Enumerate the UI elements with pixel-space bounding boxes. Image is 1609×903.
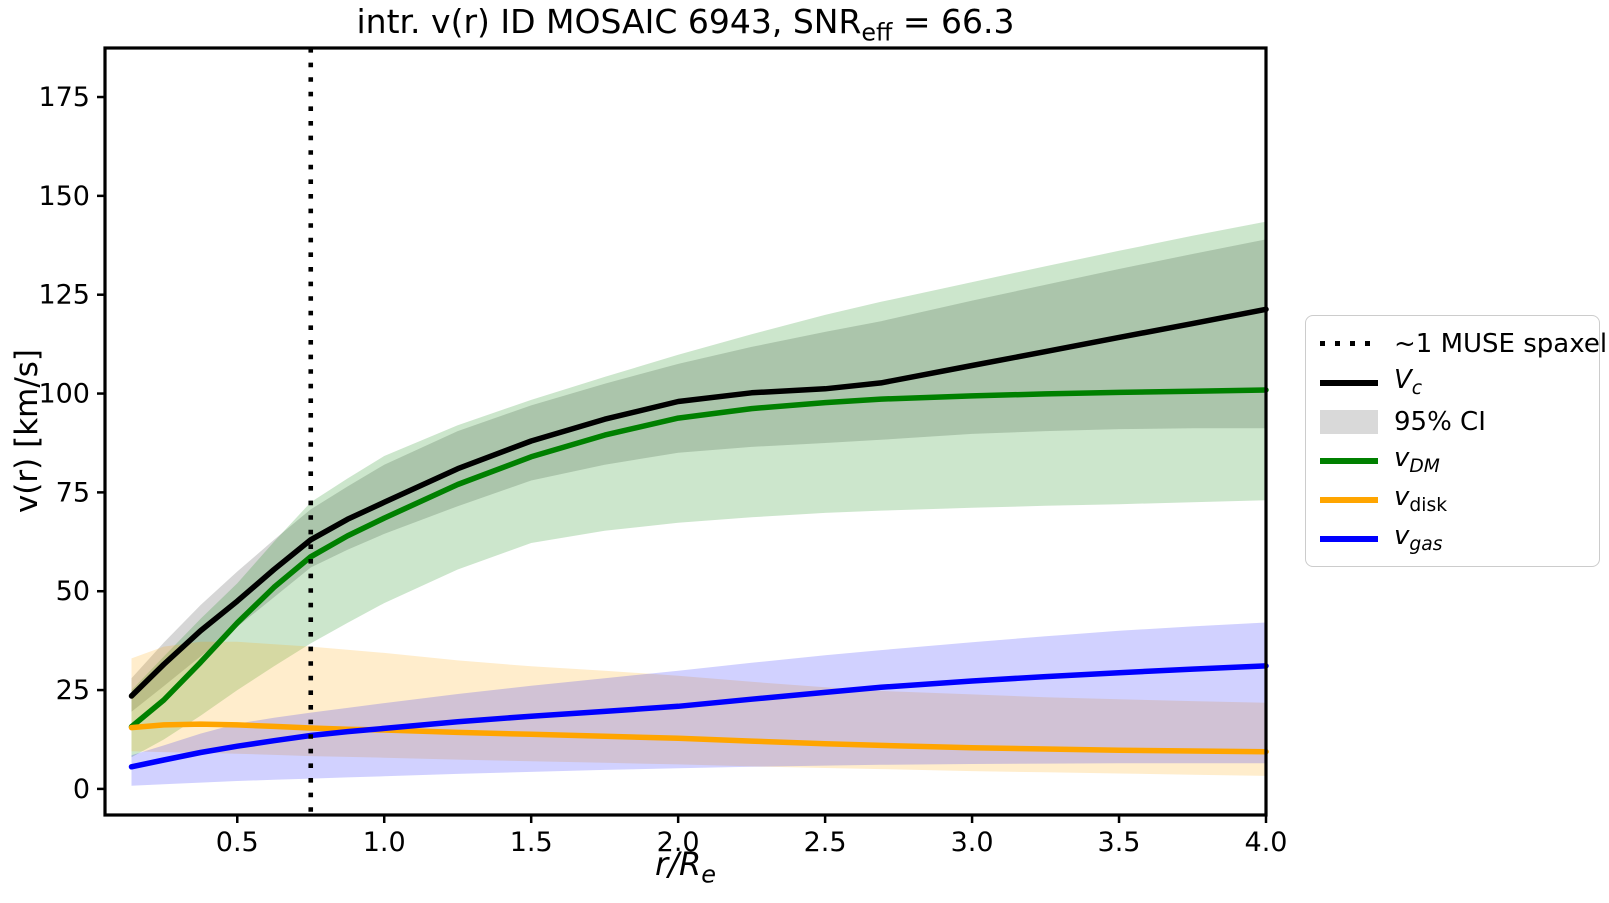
legend-item-vdm: vDM: [1320, 443, 1585, 478]
legend-box: ~1 MUSE spaxel Vc 95% CI vDM vdisk vgas: [1305, 315, 1607, 567]
V_c-curve: [128, 306, 1269, 699]
y-tick-label: 125: [38, 280, 90, 311]
y-tick-label: 75: [56, 477, 90, 508]
v_gas-curve: [128, 663, 1269, 770]
x-tick-label: 3.5: [1098, 827, 1141, 858]
y-tick-label: 150: [38, 181, 90, 212]
x-axis-label-main: r/R: [655, 845, 702, 883]
x-axis-label: r/Re: [105, 845, 1266, 888]
vdm-swatch-mark: [1320, 457, 1378, 464]
v_DM-band: [131, 221, 1266, 758]
axes-spines: [103, 46, 1268, 817]
legend-item-vgas: vgas: [1320, 521, 1585, 556]
x-tick-label: 3.0: [951, 827, 994, 858]
x-tick-label: 1.0: [363, 827, 406, 858]
y-axis-label: v(r) [km/s]: [9, 348, 45, 514]
v_disk-band: [131, 641, 1266, 776]
legend-label-vgas: vgas: [1394, 521, 1443, 556]
y-tick-label: 0: [73, 774, 90, 805]
v_DM-curve: [128, 387, 1269, 730]
legend-vc-line-sample: [1320, 379, 1378, 386]
legend-label-muse-spaxel: ~1 MUSE spaxel: [1394, 328, 1608, 359]
plot-title-subscript: eff: [861, 18, 893, 47]
legend-muse-spaxel-dotted-line-sample: [1320, 341, 1378, 346]
ci-swatch-mark: [1320, 409, 1378, 434]
plot-title: intr. v(r) ID MOSAIC 6943, SNReff = 66.3: [105, 2, 1266, 47]
legend-label-vdisk: vdisk: [1394, 482, 1448, 517]
95% CI-band: [131, 239, 1266, 712]
y-tick-label: 100: [38, 379, 90, 410]
v_disk-curve: [128, 721, 1269, 755]
y-tick-label: 175: [38, 82, 90, 113]
y-tick-label: 50: [56, 576, 90, 607]
x-tick-label: 2.0: [657, 827, 700, 858]
vc-swatch-mark: [1320, 379, 1378, 386]
legend-vdisk-line-sample: [1320, 496, 1378, 503]
legend-item-vdisk: vdisk: [1320, 482, 1585, 517]
legend-label-vdm: vDM: [1394, 443, 1440, 478]
muse-spaxel-swatch-mark: [1320, 341, 1378, 346]
x-tick-label: 2.5: [804, 827, 847, 858]
y-tick-label: 25: [56, 675, 90, 706]
legend-ci-patch: [1320, 409, 1378, 434]
plot-title-text: intr. v(r) ID MOSAIC 6943, SNR: [356, 2, 862, 41]
x-tick-label: 4.0: [1245, 827, 1288, 858]
x-tick-label: 0.5: [216, 827, 259, 858]
vdisk-swatch-mark: [1320, 496, 1378, 503]
legend-vgas-line-sample: [1320, 535, 1378, 542]
x-axis-label-subscript: e: [701, 860, 716, 889]
plot-title-suffix: = 66.3: [892, 2, 1015, 41]
legend-label-ci: 95% CI: [1394, 406, 1486, 437]
legend-vdm-line-sample: [1320, 457, 1378, 464]
legend-item-ci: 95% CI: [1320, 405, 1585, 438]
legend-label-vc: Vc: [1394, 365, 1423, 400]
vgas-swatch-mark: [1320, 535, 1378, 542]
legend-item-vc: Vc: [1320, 365, 1585, 400]
legend-item-muse-spaxel: ~1 MUSE spaxel: [1320, 327, 1607, 360]
x-tick-label: 1.5: [510, 827, 553, 858]
